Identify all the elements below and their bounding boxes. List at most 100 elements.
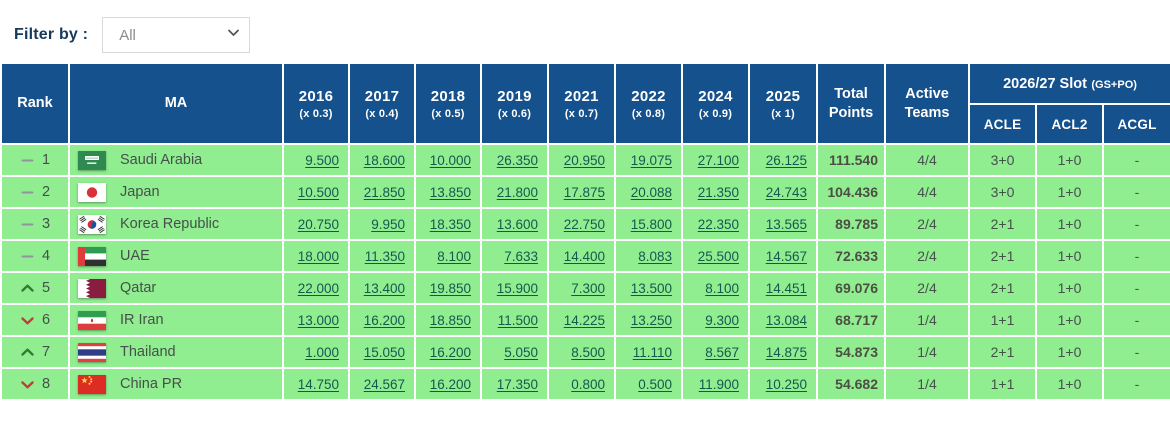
acgl-slot-cell: - xyxy=(1101,175,1170,209)
points-link[interactable]: 26.350 xyxy=(496,153,538,168)
points-link[interactable]: 10.250 xyxy=(765,377,807,392)
country-name: Qatar xyxy=(120,280,157,296)
points-link[interactable]: 14.567 xyxy=(765,249,807,264)
acgl-slot-cell: - xyxy=(1101,271,1170,305)
points-link[interactable]: 14.451 xyxy=(765,281,807,296)
points-cell: 14.400 xyxy=(547,239,616,273)
points-cell: 21.850 xyxy=(348,175,416,209)
points-link[interactable]: 11.900 xyxy=(698,377,739,392)
acle-slot-cell: 2+1 xyxy=(968,271,1037,305)
rank-down-icon xyxy=(21,380,34,388)
points-cell: 8.083 xyxy=(614,239,683,273)
table-row: 4 UAE 18.000 11.350 8.100 7.633 14.400 8.083 25.… xyxy=(0,239,1170,273)
points-link[interactable]: 22.000 xyxy=(297,281,339,296)
total-points-cell: 89.785 xyxy=(816,207,886,241)
points-cell: 9.950 xyxy=(348,207,416,241)
points-link[interactable]: 17.875 xyxy=(563,185,605,200)
points-link[interactable]: 18.000 xyxy=(297,249,339,264)
points-link[interactable]: 22.750 xyxy=(563,217,605,232)
points-link[interactable]: 8.500 xyxy=(571,345,605,360)
points-link[interactable]: 8.100 xyxy=(705,281,739,296)
points-link[interactable]: 10.500 xyxy=(297,185,339,200)
points-link[interactable]: 7.300 xyxy=(571,281,605,296)
points-link[interactable]: 13.250 xyxy=(630,313,672,328)
points-link[interactable]: 13.600 xyxy=(496,217,538,232)
points-link[interactable]: 14.875 xyxy=(765,345,807,360)
points-link[interactable]: 13.500 xyxy=(630,281,672,296)
points-link[interactable]: 13.400 xyxy=(363,281,405,296)
acgl-slot-cell: - xyxy=(1101,367,1170,401)
filter-by-label: Filter by : xyxy=(14,26,89,43)
acle-column-header: ACLE xyxy=(968,103,1037,145)
points-cell: 7.633 xyxy=(480,239,549,273)
points-link[interactable]: 20.088 xyxy=(630,185,672,200)
points-link[interactable]: 15.800 xyxy=(630,217,672,232)
points-link[interactable]: 14.750 xyxy=(297,377,339,392)
country-name: Thailand xyxy=(120,344,176,360)
points-link[interactable]: 15.900 xyxy=(496,281,538,296)
points-link[interactable]: 8.100 xyxy=(437,249,471,264)
points-link[interactable]: 0.500 xyxy=(638,377,672,392)
points-cell: 13.000 xyxy=(282,303,350,337)
points-link[interactable]: 14.400 xyxy=(563,249,605,264)
points-link[interactable]: 20.750 xyxy=(297,217,339,232)
points-cell: 14.225 xyxy=(547,303,616,337)
points-link[interactable]: 16.200 xyxy=(429,345,471,360)
points-link[interactable]: 18.850 xyxy=(429,313,471,328)
points-link[interactable]: 8.083 xyxy=(638,249,672,264)
year-label: 2024 xyxy=(698,87,733,105)
points-link[interactable]: 0.800 xyxy=(571,377,605,392)
ma-cell: China PR xyxy=(68,367,284,401)
points-link[interactable]: 21.850 xyxy=(363,185,405,200)
points-link[interactable]: 11.500 xyxy=(497,313,538,328)
filter-select[interactable]: All xyxy=(102,17,251,53)
points-link[interactable]: 17.350 xyxy=(496,377,538,392)
points-link[interactable]: 18.350 xyxy=(429,217,471,232)
acl2-slot-cell: 1+0 xyxy=(1035,271,1104,305)
points-link[interactable]: 16.200 xyxy=(429,377,471,392)
points-link[interactable]: 19.850 xyxy=(429,281,471,296)
points-link[interactable]: 22.350 xyxy=(697,217,739,232)
acgl-slot-cell: - xyxy=(1101,207,1170,241)
total-points-cell: 69.076 xyxy=(816,271,886,305)
points-link[interactable]: 18.600 xyxy=(363,153,405,168)
points-link[interactable]: 1.000 xyxy=(305,345,339,360)
points-link[interactable]: 26.125 xyxy=(765,153,807,168)
points-link[interactable]: 13.000 xyxy=(297,313,339,328)
points-link[interactable]: 25.500 xyxy=(697,249,739,264)
points-link[interactable]: 11.110 xyxy=(632,345,672,360)
points-link[interactable]: 15.050 xyxy=(363,345,405,360)
points-cell: 18.000 xyxy=(282,239,350,273)
points-cell: 15.800 xyxy=(614,207,683,241)
points-link[interactable]: 20.950 xyxy=(563,153,605,168)
points-link[interactable]: 13.565 xyxy=(765,217,807,232)
points-link[interactable]: 24.567 xyxy=(363,377,405,392)
points-link[interactable]: 24.743 xyxy=(765,185,807,200)
points-cell: 17.875 xyxy=(547,175,616,209)
points-link[interactable]: 7.633 xyxy=(504,249,538,264)
acgl-slot-cell: - xyxy=(1101,335,1170,369)
points-link[interactable]: 13.084 xyxy=(765,313,807,328)
points-link[interactable]: 21.800 xyxy=(496,185,538,200)
points-link[interactable]: 11.350 xyxy=(364,249,405,264)
rank-same-icon xyxy=(21,159,34,161)
points-link[interactable]: 13.850 xyxy=(429,185,471,200)
acle-slot-cell: 1+1 xyxy=(968,303,1037,337)
total-points-cell: 54.682 xyxy=(816,367,886,401)
points-link[interactable]: 9.950 xyxy=(371,217,405,232)
points-link[interactable]: 5.050 xyxy=(504,345,538,360)
points-link[interactable]: 14.225 xyxy=(563,313,605,328)
rank-number: 4 xyxy=(41,248,51,264)
points-link[interactable]: 10.000 xyxy=(429,153,471,168)
filter-bar: Filter by : All xyxy=(0,0,1170,53)
year-multiplier-label: (x 1) xyxy=(771,107,795,120)
points-cell: 14.875 xyxy=(748,335,818,369)
points-link[interactable]: 9.300 xyxy=(705,313,739,328)
points-link[interactable]: 16.200 xyxy=(363,313,405,328)
points-link[interactable]: 27.100 xyxy=(697,153,739,168)
points-link[interactable]: 21.350 xyxy=(697,185,739,200)
points-link[interactable]: 19.075 xyxy=(630,153,672,168)
points-cell: 27.100 xyxy=(681,143,750,177)
points-link[interactable]: 9.500 xyxy=(305,153,339,168)
points-link[interactable]: 8.567 xyxy=(705,345,739,360)
